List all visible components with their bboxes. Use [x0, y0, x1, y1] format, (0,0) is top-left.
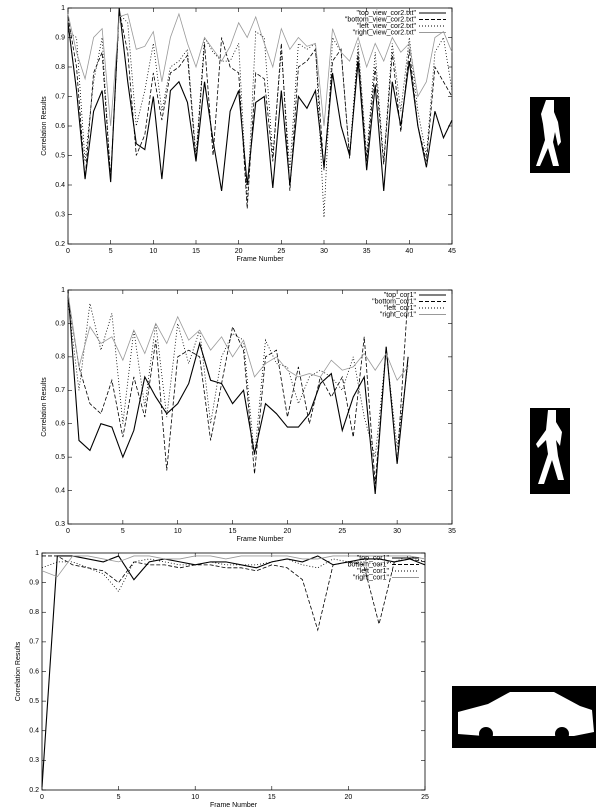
data-line: [67, 289, 409, 494]
data-line: [67, 293, 409, 382]
y-tick-label: 0.3: [55, 521, 65, 528]
y-tick-label: 1: [61, 287, 65, 294]
x-tick-label: 20: [284, 528, 292, 535]
x-tick-label: 15: [192, 248, 200, 255]
legend-label: "left_cor1": [357, 568, 389, 575]
x-tick-label: 15: [268, 794, 276, 801]
x-tick-label: 0: [66, 248, 70, 255]
x-tick-label: 5: [109, 248, 113, 255]
chart-panel: 0.20.30.40.50.60.70.80.910 5 10 15 20 25 30 35 4…: [41, 5, 456, 263]
y-axis-label: Correlation Results: [41, 96, 48, 156]
legend-label: "top_cor1": [384, 292, 417, 299]
x-tick-label: 35: [363, 248, 371, 255]
x-tick-label: 20: [235, 248, 243, 255]
data-line: [67, 12, 453, 127]
y-tick-label: 0.3: [29, 757, 39, 764]
x-tick-label: 25: [338, 528, 346, 535]
y-tick-label: 0.6: [29, 668, 39, 675]
y-tick-label: 0.2: [29, 787, 39, 794]
y-tick-label: 0.6: [55, 421, 65, 428]
legend-label: "left_view_cor2.txt": [357, 23, 417, 30]
y-tick-label: 0.5: [55, 454, 65, 461]
y-tick-label: 0.8: [29, 609, 39, 616]
x-tick-label: 20: [345, 794, 353, 801]
data-line: [41, 555, 426, 788]
legend-label: "left_cor1": [384, 305, 416, 312]
plot-frame: [67, 289, 453, 525]
y-tick-label: 0.9: [29, 579, 39, 586]
legend-label: "right_cor1": [380, 311, 417, 318]
x-tick-label: 45: [448, 248, 456, 255]
legend-label: "bottom_view_cor2.txt": [345, 16, 417, 23]
y-tick-label: 1: [61, 5, 65, 12]
y-tick-label: 0.6: [55, 123, 65, 130]
y-tick-label: 0.5: [55, 152, 65, 159]
y-tick-label: 0.2: [55, 241, 65, 248]
y-tick-label: 1: [35, 550, 39, 557]
y-tick-label: 0.3: [55, 211, 65, 218]
y-axis-label: Correlation Results: [15, 641, 22, 701]
y-tick-label: 0.9: [55, 34, 65, 41]
data-line: [67, 10, 453, 209]
y-tick-label: 0.7: [55, 387, 65, 394]
y-tick-label: 0.4: [29, 728, 39, 735]
silhouette-1: [530, 97, 570, 173]
y-tick-label: 0.7: [55, 93, 65, 100]
y-tick-label: 0.7: [29, 639, 39, 646]
x-tick-label: 0: [66, 528, 70, 535]
legend-label: "right_cor1": [353, 574, 390, 581]
x-tick-label: 40: [405, 248, 413, 255]
y-tick-label: 0.5: [29, 698, 39, 705]
data-line: [67, 293, 409, 484]
x-tick-label: 0: [40, 794, 44, 801]
silhouette-2: [530, 408, 570, 494]
x-tick-label: 10: [174, 528, 182, 535]
x-axis-label: Frame Number: [210, 802, 258, 809]
data-line: [67, 7, 453, 191]
data-line: [67, 299, 409, 458]
x-tick-label: 15: [229, 528, 237, 535]
legend-label: "top_cor1": [357, 555, 390, 562]
x-tick-label: 5: [121, 528, 125, 535]
y-tick-label: 0.4: [55, 182, 65, 189]
data-line: [42, 555, 426, 632]
x-tick-label: 25: [421, 794, 429, 801]
y-axis-label: Correlation Results: [41, 377, 48, 437]
x-tick-label: 10: [191, 794, 199, 801]
data-line: [67, 12, 453, 218]
x-tick-label: 30: [393, 528, 401, 535]
y-tick-label: 0.8: [55, 64, 65, 71]
x-tick-label: 35: [448, 528, 456, 535]
silhouette-3: [452, 686, 596, 748]
x-axis-label: Frame Number: [236, 536, 284, 543]
x-axis-label: Frame Number: [236, 256, 284, 263]
data-line: [41, 555, 426, 578]
y-tick-label: 0.8: [55, 354, 65, 361]
x-tick-label: 5: [117, 794, 121, 801]
y-tick-label: 0.4: [55, 487, 65, 494]
legend-label: "right_view_cor2.txt": [353, 29, 417, 36]
x-tick-label: 30: [320, 248, 328, 255]
plot-frame: [41, 552, 426, 791]
y-tick-label: 0.9: [55, 320, 65, 327]
legend-label: "bottom_cor1": [372, 298, 416, 305]
x-tick-label: 25: [277, 248, 285, 255]
chart-panel: 0.20.30.40.50.60.70.80.910 5 10 15 20 25Frame…: [15, 550, 429, 809]
x-tick-label: 10: [149, 248, 157, 255]
legend-label: "top_view_cor2.txt": [357, 10, 417, 17]
data-line: [41, 555, 426, 593]
chart-panel: 0.30.40.50.60.70.80.910 5 10 15 20 25 30 35Fram…: [41, 287, 456, 543]
legend-label: "bottom_cor1": [345, 561, 389, 568]
